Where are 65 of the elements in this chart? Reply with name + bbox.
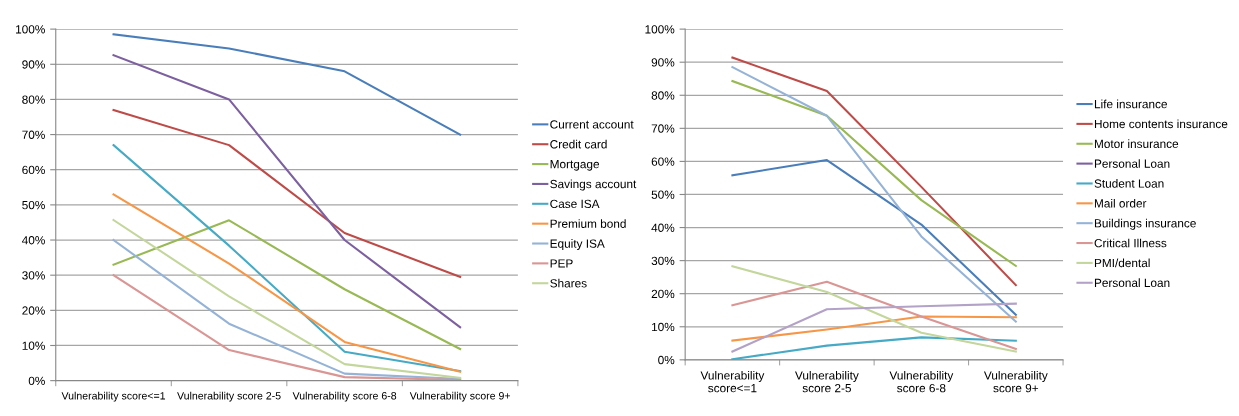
- line-series: [731, 315, 1017, 342]
- x-tick-label: Vulnerability score 2-5: [795, 370, 859, 393]
- line-series: [731, 280, 1017, 350]
- line-series: [112, 33, 462, 136]
- legend-label: Motor insurance: [1094, 139, 1179, 148]
- y-tick-label: 50%: [22, 200, 45, 210]
- line-series: [112, 274, 462, 381]
- y-tick-label: 10%: [652, 322, 675, 332]
- y-tick-label: 100%: [645, 25, 675, 34]
- line-series: [112, 54, 462, 329]
- x-tick-label: Vulnerability score 9+: [983, 370, 1048, 393]
- legend-label: Critical Illness: [1094, 238, 1167, 248]
- y-tick-label: 10%: [22, 341, 45, 350]
- y-tick-label: 90%: [651, 58, 675, 67]
- y-tick-label: 20%: [651, 289, 675, 299]
- y-tick-label: 70%: [22, 130, 45, 139]
- y-tick-label: 30%: [22, 271, 45, 280]
- y-tick-label: 0%: [28, 376, 45, 386]
- x-tick-label: Vulnerability score 2-5: [177, 391, 281, 402]
- line-series: [731, 302, 1017, 353]
- x-tick-label: Vulnerability score 6-8: [889, 370, 954, 393]
- legend-label: Current account: [550, 120, 634, 129]
- y-tick-label: 50%: [651, 190, 675, 199]
- y-tick-label: 80%: [22, 95, 45, 104]
- legend-label: Personal Loan: [1094, 278, 1170, 288]
- y-tick-label: 30%: [651, 256, 675, 266]
- legend-label: PMI/dental: [1094, 258, 1150, 268]
- line-series: [112, 193, 462, 373]
- y-tick-label: 20%: [22, 306, 45, 315]
- line-series: [112, 219, 462, 351]
- y-tick-label: 0%: [658, 355, 675, 365]
- line-series: [731, 336, 1017, 360]
- line-series: [731, 159, 1017, 316]
- legend-label: Student Loan: [1094, 179, 1164, 188]
- legend-label: Life insurance: [1094, 99, 1167, 109]
- y-tick-label: 70%: [651, 124, 675, 133]
- legend-label: Equity ISA: [550, 239, 605, 251]
- y-tick-label: 60%: [22, 165, 45, 175]
- legend-label: Premium bond: [550, 219, 626, 228]
- x-tick-label: Vulnerability score<=1: [700, 370, 765, 393]
- line-series: [731, 80, 1017, 267]
- line-series: [112, 144, 462, 373]
- legend-label: PEP: [550, 259, 573, 268]
- legend-label: Shares: [550, 278, 587, 288]
- legend-label: Buildings insurance: [1094, 218, 1196, 230]
- x-tick-label: Vulnerability score 6-8: [292, 391, 397, 402]
- x-tick-label: Vulnerability score 9+: [409, 391, 511, 402]
- x-tick-label: Vulnerability score<=1: [61, 391, 166, 402]
- y-tick-label: 40%: [21, 236, 45, 245]
- legend-label: Credit card: [550, 139, 607, 149]
- line-series: [112, 108, 462, 278]
- line-series: [731, 56, 1017, 287]
- legend-label: Mortgage: [550, 160, 600, 171]
- legend-label: Case ISA: [550, 199, 600, 209]
- legend-label: Savings account: [550, 179, 637, 191]
- y-tick-label: 80%: [651, 91, 675, 100]
- y-tick-label: 40%: [651, 223, 675, 232]
- y-tick-label: 90%: [22, 60, 45, 69]
- y-tick-label: 60%: [651, 157, 675, 166]
- legend-label: Home contents insurance: [1094, 119, 1228, 129]
- line-series: [731, 265, 1017, 353]
- y-tick-label: 100%: [16, 25, 45, 34]
- legend-label: Personal Loan: [1094, 159, 1170, 168]
- legend-label: Mail order: [1094, 198, 1147, 208]
- line-series: [731, 66, 1017, 323]
